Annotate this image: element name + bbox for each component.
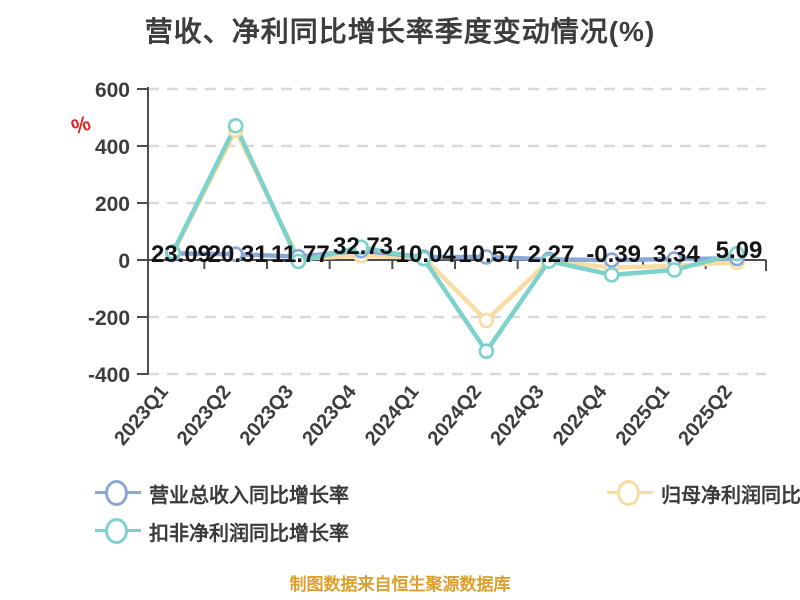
svg-text:200: 200 [95, 193, 130, 216]
svg-text:-0.39: -0.39 [586, 241, 641, 268]
svg-text:2024Q4: 2024Q4 [549, 380, 612, 449]
svg-text:400: 400 [95, 136, 130, 159]
legend-label-revenue: 营业总收入同比增长率 [149, 484, 349, 507]
chart-title: 营收、净利同比增长率季度变动情况(%) [144, 16, 656, 47]
svg-text:3.34: 3.34 [653, 241, 700, 268]
legend-row-1: 营业总收入同比增长率 归母净利润同比增长率 [95, 474, 800, 512]
svg-text:32.73: 32.73 [333, 233, 393, 260]
svg-text:-400: -400 [88, 364, 130, 387]
svg-text:20.31: 20.31 [208, 241, 268, 268]
svg-text:23.09: 23.09 [151, 241, 211, 268]
svg-text:2025Q1: 2025Q1 [612, 381, 675, 450]
legend-label-deducted-profit: 扣非净利润同比增长率 [149, 522, 349, 545]
svg-text:11.77: 11.77 [271, 241, 330, 268]
svg-text:2023Q2: 2023Q2 [173, 381, 236, 450]
svg-text:0: 0 [118, 250, 130, 273]
svg-text:5.09: 5.09 [716, 237, 763, 264]
chart-legend: 营业总收入同比增长率 归母净利润同比增长率 扣非净利润同比增长率 [95, 474, 800, 550]
svg-text:2.27: 2.27 [528, 241, 575, 268]
svg-text:2024Q3: 2024Q3 [486, 381, 549, 450]
svg-text:2023Q3: 2023Q3 [236, 381, 299, 450]
svg-text:600: 600 [95, 79, 130, 102]
legend-row-2: 扣非净利润同比增长率 [95, 512, 755, 550]
legend-item-deducted-profit: 扣非净利润同比增长率 [95, 517, 349, 546]
deducted-profit-series-marker-icon [95, 517, 141, 545]
svg-text:2023Q1: 2023Q1 [110, 381, 173, 450]
svg-text:-200: -200 [88, 307, 130, 330]
svg-text:10.04: 10.04 [396, 241, 457, 268]
legend-item-revenue: 营业总收入同比增长率 [95, 479, 349, 508]
svg-text:2025Q2: 2025Q2 [674, 381, 737, 450]
net-profit-series-marker-icon [607, 479, 653, 507]
legend-item-net-profit: 归母净利润同比增长率 [607, 479, 800, 508]
revenue-series-marker-icon [95, 479, 141, 507]
svg-text:10.57: 10.57 [458, 241, 518, 268]
data-source-note: 制图数据来自恒生聚源数据库 [289, 575, 511, 594]
svg-text:2024Q1: 2024Q1 [361, 381, 424, 450]
legend-label-net-profit: 归母净利润同比增长率 [661, 484, 800, 507]
svg-text:2024Q2: 2024Q2 [424, 381, 487, 450]
svg-text:2023Q4: 2023Q4 [298, 380, 361, 449]
